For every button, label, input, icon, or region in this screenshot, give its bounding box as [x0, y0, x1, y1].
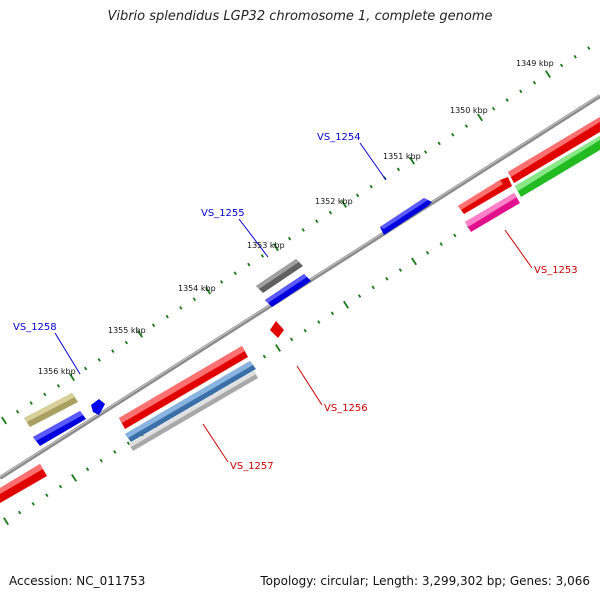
minor-tick	[17, 510, 22, 515]
minor-tick	[151, 323, 156, 328]
gene-labels: VS_1254 VS_1255 VS_1258 VS_1253 VS_1256 …	[13, 132, 578, 472]
minor-tick	[287, 236, 292, 241]
tick-labels: 1349 kbp 1350 kbp 1351 kbp 1352 kbp 1353…	[38, 59, 554, 376]
major-tick	[343, 300, 349, 309]
minor-tick	[85, 467, 90, 472]
minor-tick	[289, 337, 294, 342]
gene-label-vs1255[interactable]: VS_1255	[201, 208, 245, 219]
minor-tick	[113, 450, 117, 454]
minor-tick	[219, 280, 224, 284]
tick-label: 1351 kbp	[383, 152, 421, 161]
tick-label: 1353 kbp	[247, 241, 285, 250]
minor-tick	[587, 46, 591, 50]
minor-tick	[58, 484, 63, 489]
minor-tick	[262, 354, 267, 359]
gene-vs1256[interactable]	[270, 321, 284, 338]
outer-tick-ring	[1, 46, 591, 425]
major-tick	[71, 474, 77, 482]
minor-tick	[385, 276, 389, 281]
gene-label-vs1257[interactable]: VS_1257	[230, 461, 274, 472]
tick-label: 1356 kbp	[38, 367, 76, 376]
gene-label-vs1256[interactable]: VS_1256	[324, 403, 368, 414]
gene-vs1253[interactable]	[458, 117, 600, 232]
minor-tick	[124, 340, 129, 345]
major-tick	[1, 416, 7, 425]
major-tick	[273, 243, 279, 252]
minor-tick	[45, 493, 49, 498]
gene-label-vs1254[interactable]: VS_1254	[317, 132, 361, 143]
minor-tick	[439, 242, 443, 246]
minor-tick	[453, 233, 457, 238]
minor-tick	[423, 150, 428, 154]
map-title: Vibrio splendidus LGP32 chromosome 1, co…	[107, 9, 493, 24]
tick-label: 1350 kbp	[450, 106, 488, 115]
minor-tick	[83, 366, 88, 371]
minor-tick	[559, 63, 564, 68]
tick-label: 1349 kbp	[516, 59, 554, 68]
major-tick	[69, 373, 75, 382]
minor-tick	[247, 262, 251, 267]
minor-tick	[192, 297, 197, 302]
minor-tick	[111, 349, 115, 353]
minor-tick	[396, 167, 401, 172]
minor-tick	[505, 98, 509, 102]
gene-vs1255[interactable]	[256, 259, 311, 307]
minor-tick	[303, 328, 307, 333]
minor-tick	[126, 441, 131, 446]
major-tick	[275, 344, 281, 352]
minor-tick	[301, 228, 305, 232]
minor-tick	[260, 254, 265, 258]
major-tick	[411, 257, 417, 266]
minor-tick	[464, 124, 469, 128]
accession-label: Accession: NC_011753	[9, 574, 146, 588]
minor-tick	[491, 106, 496, 111]
minor-tick	[355, 193, 360, 198]
minor-tick	[437, 141, 441, 146]
genome-summary: Topology: circular; Length: 3,299,302 bp…	[260, 574, 590, 588]
gene-partial-left[interactable]	[0, 464, 47, 503]
minor-tick	[315, 219, 319, 224]
major-tick	[409, 156, 415, 165]
minor-tick	[369, 184, 373, 189]
gene-label-vs1258[interactable]: VS_1258	[13, 322, 57, 333]
minor-tick	[165, 314, 169, 319]
minor-tick	[573, 54, 577, 59]
minor-tick	[29, 401, 33, 405]
minor-tick	[233, 271, 237, 276]
minor-tick	[99, 458, 103, 463]
minor-tick	[425, 250, 430, 255]
minor-tick	[179, 306, 183, 310]
minor-tick	[15, 409, 20, 414]
major-tick	[3, 517, 9, 526]
tick-label: 1355 kbp	[108, 326, 146, 335]
major-tick	[477, 113, 483, 122]
minor-tick	[43, 392, 47, 397]
minor-tick	[31, 502, 35, 506]
gene-label-vs1253[interactable]: VS_1253	[534, 265, 578, 276]
major-tick	[341, 200, 347, 208]
minor-tick	[451, 132, 455, 137]
major-tick	[137, 330, 143, 338]
minor-tick	[330, 311, 335, 316]
tick-label: 1354 kbp	[178, 284, 216, 293]
gene-vs1257[interactable]	[119, 346, 258, 451]
callout-lines	[54, 142, 533, 463]
major-tick	[205, 286, 211, 295]
minor-tick	[328, 210, 333, 215]
gene-vs1254[interactable]	[380, 198, 432, 235]
minor-tick	[97, 358, 101, 362]
minor-tick	[357, 294, 362, 298]
tick-label: 1352 kbp	[315, 197, 353, 206]
gene-vs1258[interactable]	[24, 393, 105, 446]
minor-tick	[56, 384, 61, 388]
minor-tick	[532, 80, 537, 85]
minor-tick	[519, 89, 523, 94]
minor-tick	[371, 285, 375, 290]
minor-tick	[317, 320, 321, 324]
major-tick	[545, 70, 551, 78]
minor-tick	[398, 268, 403, 272]
